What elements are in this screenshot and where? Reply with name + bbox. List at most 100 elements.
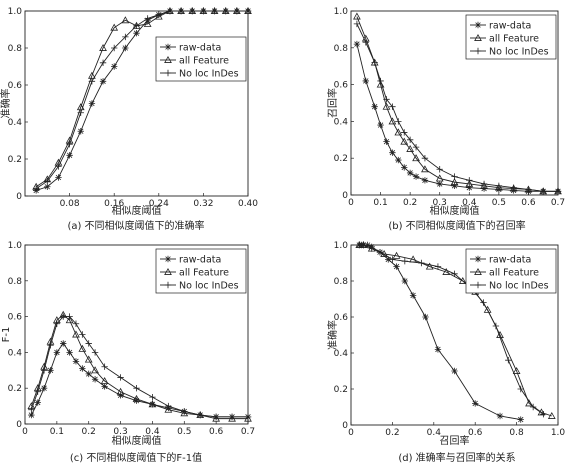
data-point (244, 414, 252, 422)
x-tick-label: 0 (348, 198, 354, 208)
data-point (529, 403, 537, 411)
legend-marker (164, 43, 172, 51)
legend-marker (474, 281, 482, 289)
y-tick-label: 0 (16, 192, 22, 202)
y-tick-label: 0.2 (8, 384, 22, 394)
data-point (34, 388, 41, 395)
data-point (79, 365, 86, 372)
data-point (383, 138, 390, 145)
data-point (60, 340, 67, 347)
data-point (368, 245, 375, 252)
x-tick-label: 0.8 (509, 428, 524, 438)
data-point (78, 344, 87, 352)
legend-marker (164, 255, 172, 263)
legend-box (155, 248, 247, 294)
plot-frame (24, 244, 249, 425)
x-tick-label: 0.3 (433, 198, 447, 208)
data-point (143, 19, 152, 27)
x-tick-label: 0.6 (468, 428, 483, 438)
data-point (55, 163, 62, 170)
data-point (494, 183, 503, 191)
data-point (442, 267, 451, 275)
data-point (99, 78, 107, 85)
y-tick-label: 0.2 (8, 155, 22, 165)
data-point (465, 179, 474, 187)
data-point (401, 164, 408, 171)
x-tick-label: 0.7 (551, 198, 565, 208)
data-point (55, 174, 62, 181)
data-point (394, 128, 403, 136)
data-point (547, 411, 556, 419)
legend-box (155, 36, 247, 82)
legend-entry: raw-data (489, 255, 531, 266)
data-point (406, 144, 415, 152)
data-point (164, 405, 173, 413)
x-tick-label: 0.4 (427, 428, 442, 438)
data-point (395, 118, 402, 125)
data-point (480, 180, 488, 188)
data-point (392, 251, 401, 259)
data-point (510, 184, 517, 191)
data-point (66, 313, 73, 320)
data-point (436, 166, 443, 173)
data-point (496, 412, 504, 420)
data-point (422, 313, 429, 321)
y-tick-label: 0.2 (334, 385, 348, 395)
data-point (401, 277, 409, 285)
y-tick-label: 0.4 (8, 118, 23, 128)
data-point (144, 15, 151, 22)
data-point (451, 182, 458, 189)
data-point (421, 165, 429, 173)
data-point (495, 186, 503, 193)
data-point (382, 102, 391, 110)
data-point (154, 12, 163, 20)
data-point (34, 399, 41, 406)
chart-panel-b: 0 0.1 0.2 0.3 0.4 0.5 0.6 0.7 0 0.2 0.4 0.6 0.8 1.0 相似… (326, 7, 565, 232)
data-point (406, 136, 414, 143)
data-point (101, 363, 108, 370)
y-tick-label: 1.0 (334, 241, 349, 251)
series-line (30, 314, 248, 420)
y-tick-label: 1.0 (8, 7, 23, 17)
data-point (60, 313, 67, 320)
data-point (79, 331, 86, 338)
y-tick-label: 0.2 (334, 154, 348, 164)
plot-frame (350, 244, 559, 426)
y-tick-label: 0.6 (8, 313, 23, 323)
legend-marker (164, 69, 172, 77)
data-point (505, 357, 512, 364)
x-tick-label: 0.6 (209, 427, 224, 437)
data-point (132, 394, 141, 402)
data-point (451, 173, 458, 180)
data-point (228, 413, 236, 421)
y-axis-label: 准确率 (326, 320, 339, 350)
data-point (212, 414, 221, 422)
data-point (72, 320, 80, 327)
data-point (480, 299, 487, 306)
data-point (495, 182, 503, 189)
data-point (421, 155, 429, 162)
data-point (66, 141, 73, 148)
data-point (483, 305, 492, 313)
data-point (418, 259, 425, 267)
data-point (40, 385, 48, 392)
data-point (244, 413, 252, 421)
data-point (451, 270, 458, 277)
legend-marker (164, 281, 172, 289)
legend: raw-data all Feature No loc InDes (465, 14, 557, 60)
y-tick-label: 0.6 (334, 313, 349, 323)
series-plus (353, 20, 562, 195)
legend-box (465, 248, 557, 294)
data-point (376, 249, 384, 256)
data-point (66, 349, 73, 356)
legend-entry: raw-data (489, 21, 531, 32)
data-point (353, 40, 361, 48)
data-point (116, 387, 125, 395)
data-point (401, 258, 409, 265)
legend-box (465, 14, 557, 60)
data-point (425, 262, 434, 270)
data-point (356, 241, 363, 249)
data-point (377, 121, 384, 129)
chart-panel-c: 0 0.1 0.2 0.3 0.4 0.5 0.6 0.7 0 0.2 0.4 0.6 0.8 1.0 相似… (1, 241, 255, 464)
